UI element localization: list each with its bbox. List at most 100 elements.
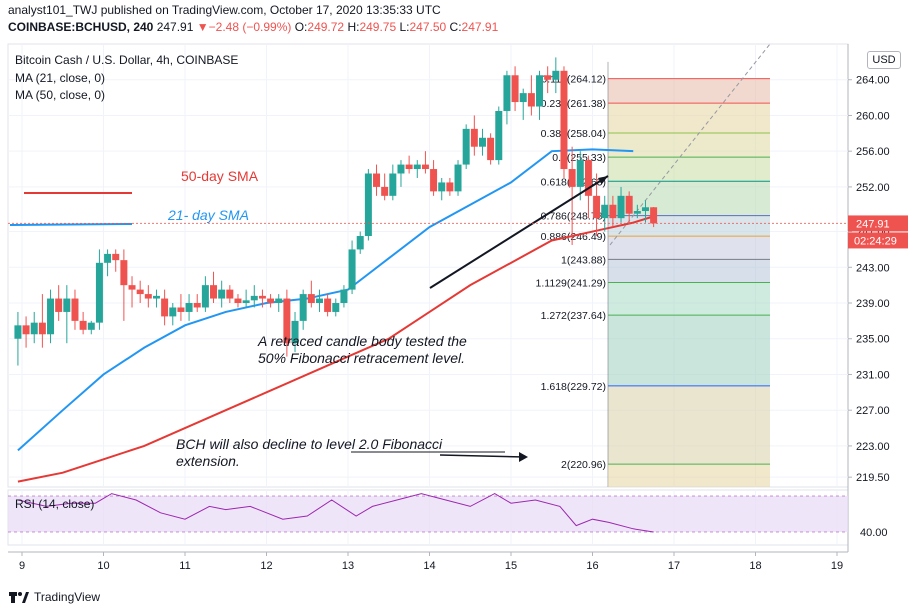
rsi-band	[8, 496, 848, 532]
candle-body	[38, 322, 46, 335]
candle-body	[527, 93, 535, 107]
open-value: 249.72	[307, 20, 345, 34]
candle-body	[201, 285, 209, 308]
candle-body	[242, 300, 250, 304]
symbol-label: COINBASE:BCHUSD, 240	[8, 20, 154, 34]
fib-level-label: 1.272(237.64)	[541, 310, 606, 322]
fib-level-label: 1(243.88)	[561, 254, 606, 266]
countdown-tag	[848, 232, 908, 249]
candle-body	[625, 195, 633, 214]
time-tick-label: 9	[19, 560, 25, 572]
candle-body	[609, 204, 617, 219]
candle-body	[340, 289, 348, 304]
close-value: 247.91	[461, 20, 499, 34]
candle-body	[79, 320, 87, 330]
candle-body	[430, 169, 438, 192]
fib-zone	[608, 282, 770, 316]
candle-body	[421, 164, 429, 170]
fib-level-label: 0.236(261.38)	[541, 98, 606, 110]
price-tick-label: 264.00	[856, 75, 890, 87]
footer-brand: TradingView	[34, 590, 101, 604]
candle-body	[307, 294, 315, 304]
candle-body	[87, 322, 95, 330]
chart-title[interactable]: Bitcoin Cash / U.S. Dollar, 4h, COINBASE	[15, 53, 239, 67]
high-label: H:	[347, 20, 360, 34]
candle-body	[487, 137, 495, 161]
currency-button[interactable]: USD	[867, 51, 901, 69]
fib-zone	[608, 215, 770, 237]
low-value: 247.50	[409, 20, 447, 34]
candle-body	[152, 295, 160, 299]
price-change: −2.48 (−0.99%)	[208, 20, 292, 34]
symbol-ohlc-line: COINBASE:BCHUSD, 240 247.91 ▼−2.48 (−0.9…	[8, 20, 498, 34]
sma21-legend-line	[9, 223, 133, 226]
fib-zone	[608, 103, 770, 133]
candle-body	[633, 211, 641, 214]
candle-body	[193, 303, 201, 308]
sma50-annotation: 50-day SMA	[181, 168, 259, 184]
time-tick-label: 18	[749, 560, 761, 572]
candle-body	[593, 195, 601, 219]
candle-body	[30, 322, 38, 335]
fib-zone	[608, 157, 770, 182]
candle-body	[275, 298, 283, 304]
candle-body	[348, 249, 356, 290]
candle-body	[495, 110, 503, 161]
ma50-legend[interactable]: MA (50, close, 0)	[15, 88, 106, 102]
candle-body	[104, 253, 112, 263]
last-price-tag	[848, 215, 908, 232]
candle-body	[291, 320, 299, 344]
candle-body	[381, 186, 389, 196]
rsi-legend[interactable]: RSI (14, close)	[15, 497, 95, 511]
ma50-line	[17, 215, 654, 483]
open-label: O:	[294, 20, 308, 34]
rsi-line	[17, 493, 654, 533]
candle-body	[650, 207, 658, 224]
time-tick-label: 19	[831, 560, 843, 572]
candle-body	[234, 298, 242, 304]
candle-body	[470, 128, 478, 147]
last-price: 247.91	[156, 20, 194, 34]
candle-body	[169, 307, 177, 317]
fib-level-label: 1.1129(241.29)	[536, 278, 606, 290]
candle-body	[63, 298, 71, 312]
candle-body	[332, 303, 340, 312]
fib-zone	[608, 259, 770, 283]
candle-body	[356, 236, 364, 250]
fib-zone	[608, 78, 770, 104]
candle-body	[47, 298, 55, 335]
candle-body	[503, 75, 511, 111]
candle-body	[185, 303, 193, 312]
candle-body	[617, 195, 625, 219]
candle-body	[536, 75, 544, 107]
trend-arrow-head	[598, 176, 608, 184]
low-label: L:	[399, 20, 410, 34]
price-tick-label: 227.00	[856, 405, 890, 417]
fib-zone	[608, 385, 770, 465]
note1-line2: 50% Fibonacci retracement level.	[258, 350, 465, 366]
candle-body	[576, 160, 584, 187]
time-tick-label: 17	[668, 560, 680, 572]
candle-body	[71, 298, 79, 321]
candle-body	[552, 70, 560, 80]
candle-body	[462, 128, 470, 165]
fib-level-label: 1.618(229.72)	[541, 381, 606, 393]
time-tick-label: 16	[586, 560, 598, 572]
candle-body	[364, 173, 372, 237]
tradingview-logo-icon	[9, 592, 29, 603]
candle-body	[560, 70, 568, 170]
countdown-tag-label: 02:24:29	[854, 235, 897, 247]
candle-body	[210, 285, 218, 299]
candle-body	[641, 207, 649, 212]
candle-body	[55, 298, 63, 312]
price-tick-label: 235.00	[856, 334, 890, 346]
tradingview-footer[interactable]: TradingView	[8, 590, 100, 604]
candle-body	[373, 173, 381, 187]
candle-body	[478, 137, 486, 147]
candle-body	[136, 289, 144, 295]
price-tick-label: 223.00	[856, 441, 890, 453]
candle-body	[226, 289, 234, 299]
ma21-line	[17, 148, 634, 452]
ma21-legend[interactable]: MA (21, close, 0)	[15, 71, 106, 85]
decline-arrow-head	[519, 452, 528, 462]
